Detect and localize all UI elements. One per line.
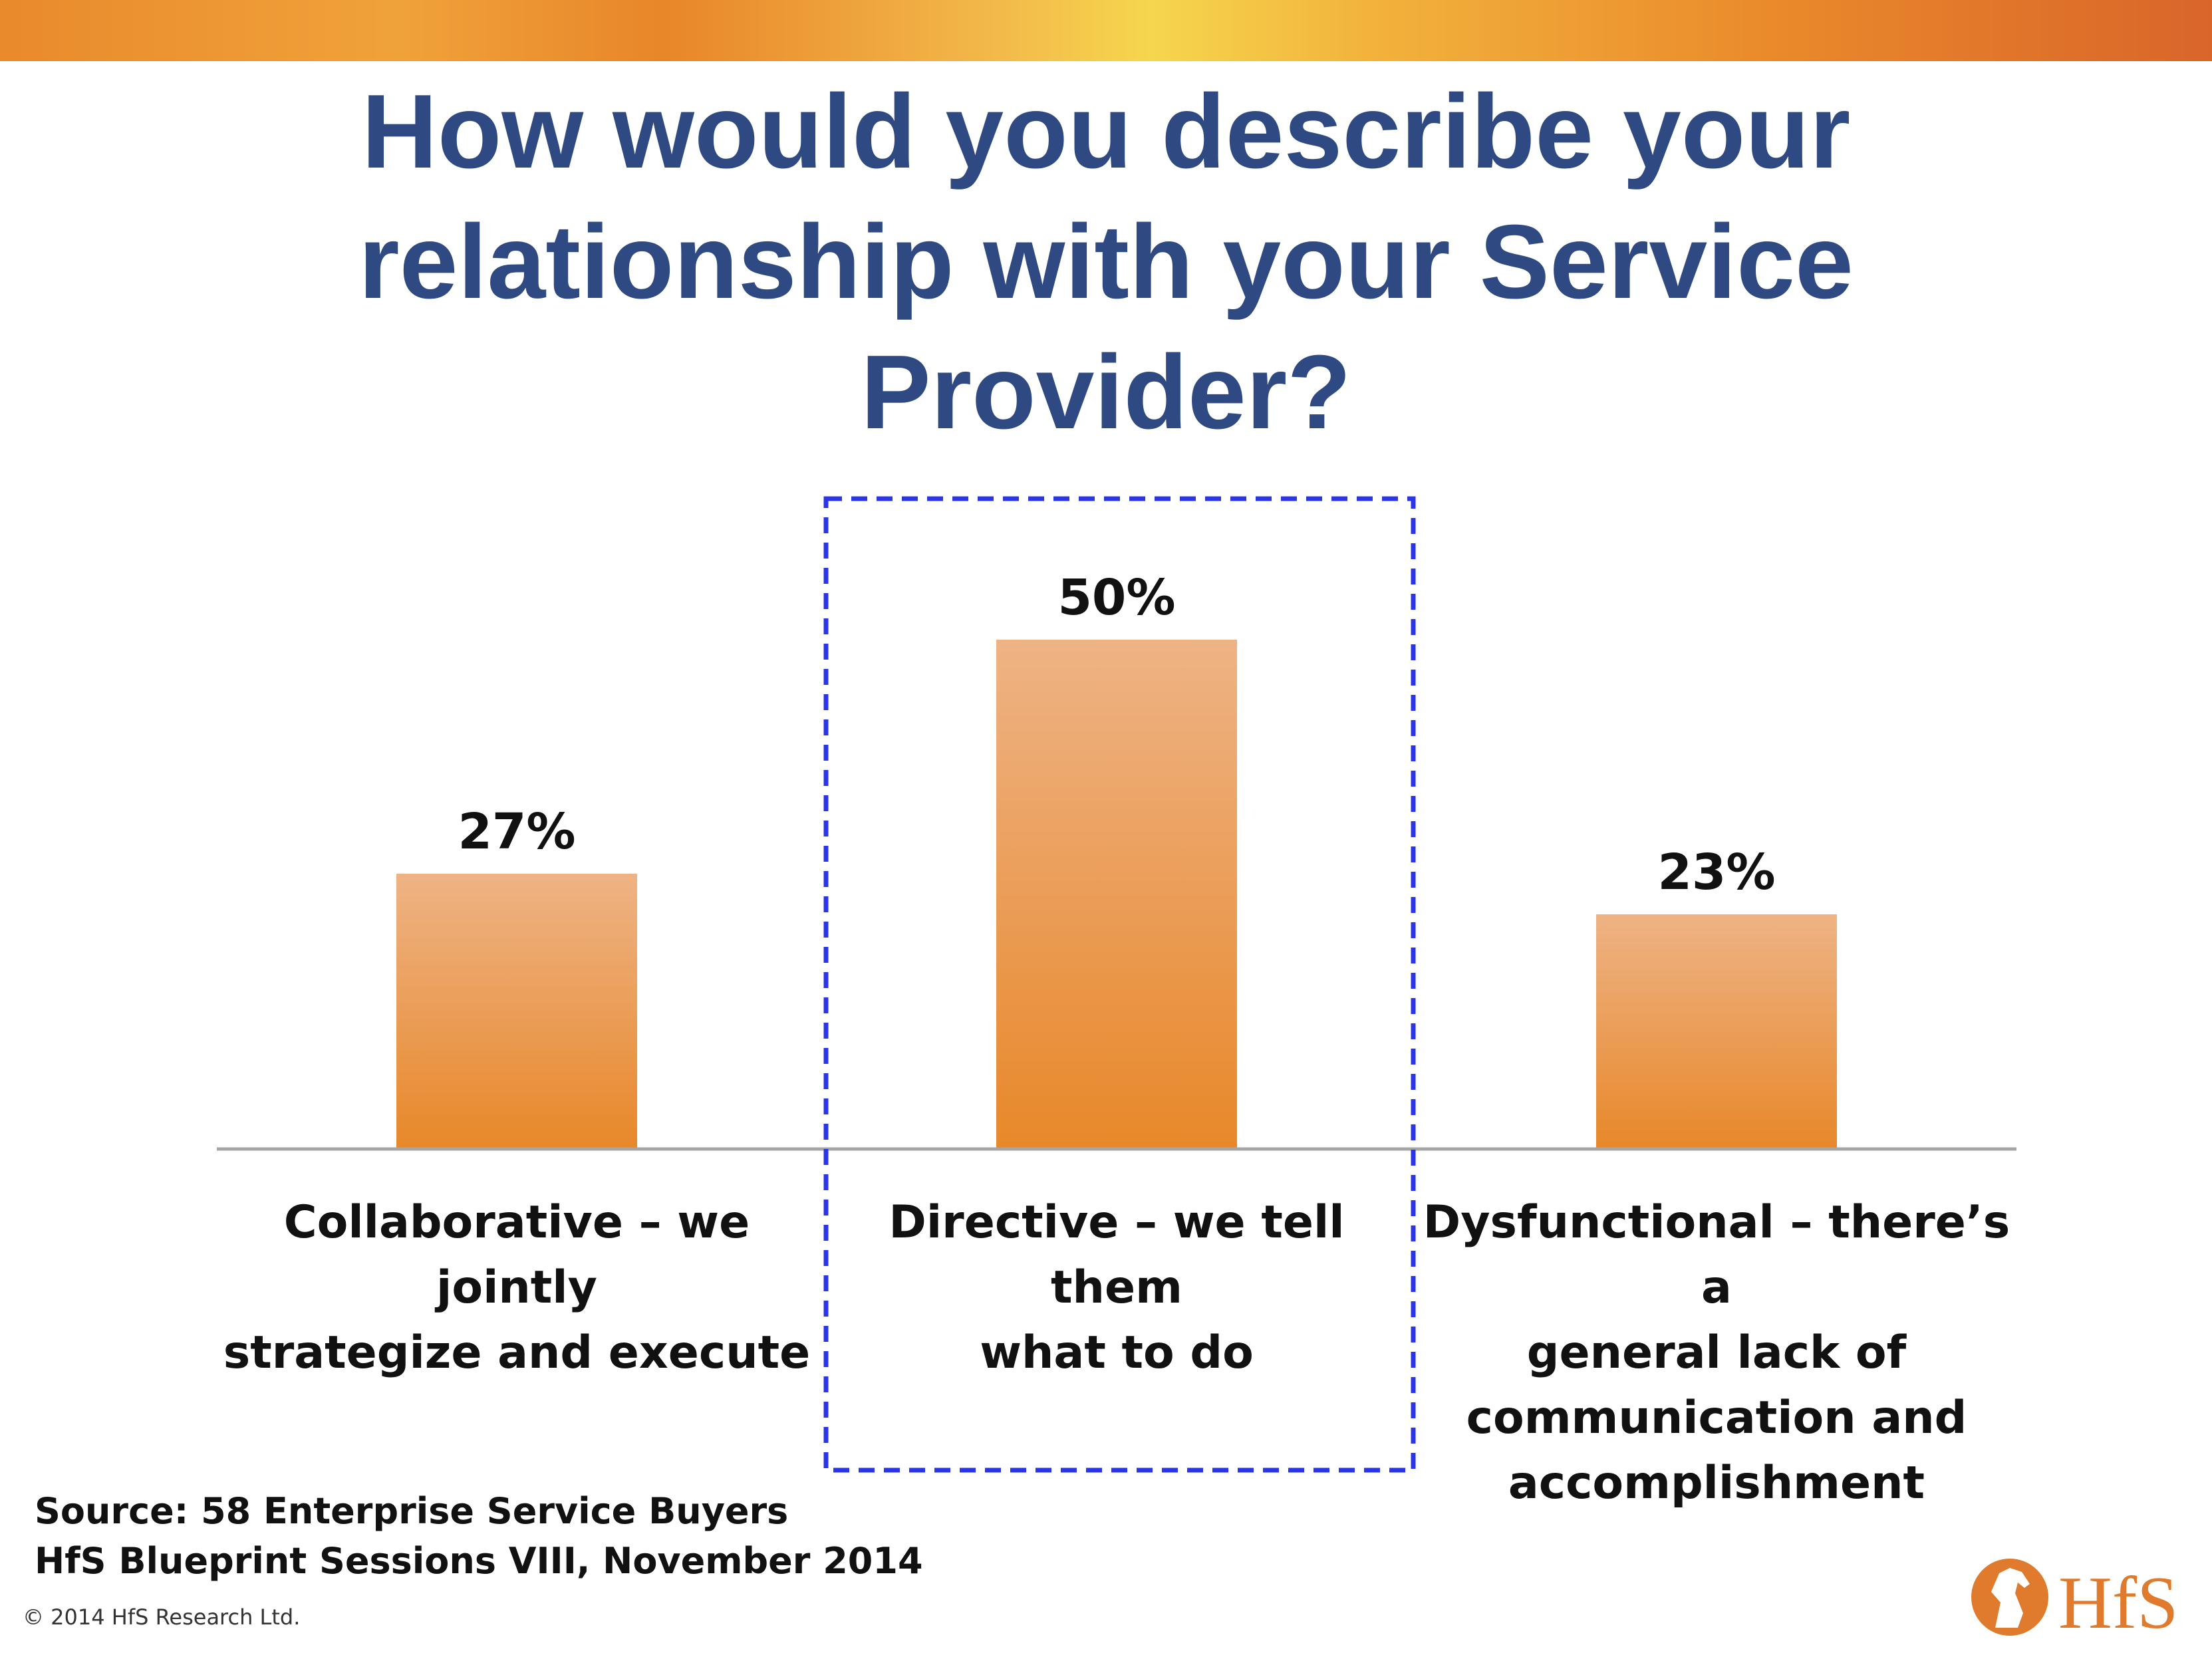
category-label-3: Dysfunctional – there’s a general lack of… (1417, 1190, 2016, 1516)
category-label-1-line-2: strategize and execute (223, 1327, 811, 1379)
copyright-text: © 2014 HfS Research Ltd. (23, 1604, 301, 1630)
category-label-3-line-1: Dysfunctional – there’s a (1423, 1196, 2010, 1314)
data-label-3: 23% (1657, 844, 1775, 901)
category-label-1-line-1: Collaborative – we jointly (283, 1196, 750, 1314)
horse-head-icon (1971, 1559, 2048, 1636)
source-note: Source: 58 Enterprise Service Buyers HfS… (35, 1486, 923, 1586)
chart-title-line-3: Provider? (861, 334, 1351, 451)
category-label-2-line-2: what to do (980, 1327, 1254, 1379)
bar-3 (1596, 914, 1837, 1148)
hfs-logo: HfS (1971, 1559, 2178, 1644)
category-label-3-line-4: accomplishment (1508, 1457, 1925, 1509)
bar-1 (396, 873, 637, 1148)
category-label-3-line-2: general lack of (1526, 1327, 1907, 1379)
data-label-2: 50% (1057, 569, 1175, 626)
category-label-1: Collaborative – we jointly strategize and… (217, 1190, 817, 1386)
source-line-2: HfS Blueprint Sessions VIII, November 20… (35, 1540, 923, 1582)
category-label-2: Directive – we tell them what to do (817, 1190, 1417, 1386)
logo-text: HfS (2058, 1562, 2178, 1644)
highlight-box (823, 496, 1416, 1473)
chart-title: How would you describe your relationship… (0, 66, 2212, 457)
chart-title-line-1: How would you describe your (361, 73, 1851, 190)
category-label-3-line-3: communication and (1466, 1392, 1967, 1444)
top-banner (0, 0, 2212, 61)
bar-2 (996, 640, 1237, 1148)
category-label-2-line-1: Directive – we tell them (889, 1196, 1345, 1314)
source-line-1: Source: 58 Enterprise Service Buyers (35, 1490, 789, 1532)
data-label-1: 27% (458, 803, 575, 860)
chart-title-line-2: relationship with your Service (358, 203, 1854, 320)
